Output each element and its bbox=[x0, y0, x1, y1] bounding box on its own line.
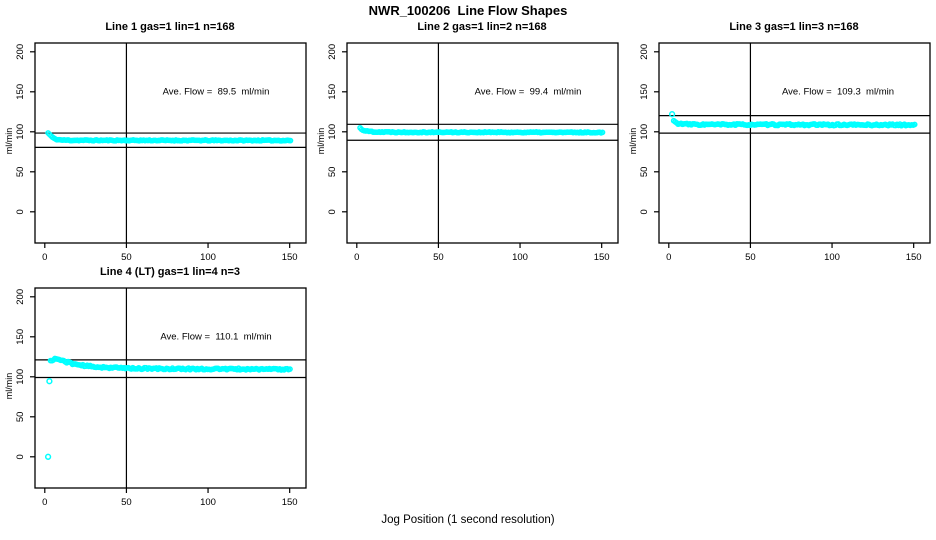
x-tick-label: 150 bbox=[282, 497, 298, 508]
y-tick-label: 100 bbox=[639, 124, 650, 140]
y-axis-label-1: ml/min bbox=[4, 127, 14, 155]
panel-title-line1: Line 1 gas=1 lin=1 n=168 bbox=[105, 21, 235, 33]
panel-line-1: 0 50 100 150 0 50 100 150 200 bbox=[15, 42, 307, 263]
x-tick-label: 50 bbox=[121, 497, 132, 508]
x-tick-label: 50 bbox=[745, 252, 756, 263]
y-tick-label: 150 bbox=[327, 84, 338, 100]
x-tick-label: 0 bbox=[666, 252, 671, 263]
plot-box bbox=[34, 42, 307, 244]
plot-box bbox=[658, 42, 931, 244]
x-tick-label: 100 bbox=[824, 252, 840, 263]
panel-line-2: 0 50 100 150 0 50 100 150 200 bbox=[327, 42, 619, 263]
y-tick-label: 200 bbox=[15, 44, 26, 60]
x-tick-label: 0 bbox=[42, 252, 47, 263]
y-tick-label: 50 bbox=[639, 167, 650, 178]
y-axis-label-4: ml/min bbox=[4, 372, 14, 400]
y-tick-label: 0 bbox=[15, 454, 26, 459]
y-tick-label: 100 bbox=[327, 124, 338, 140]
panel-title-line3: Line 3 gas=1 lin=3 n=168 bbox=[729, 21, 859, 33]
ave-flow-annotation-2: Ave. Flow = 99.4 ml/min bbox=[474, 86, 582, 98]
panel-title-line4: Line 4 (LT) gas=1 lin=4 n=3 bbox=[99, 266, 241, 278]
x-tick-label: 100 bbox=[200, 497, 216, 508]
x-tick-label: 150 bbox=[282, 252, 298, 263]
y-tick-label: 0 bbox=[327, 209, 338, 214]
x-tick-label: 50 bbox=[121, 252, 132, 263]
main-title: NWR_100206 Line Flow Shapes bbox=[368, 3, 568, 18]
y-tick-label: 0 bbox=[15, 209, 26, 214]
x-tick-label: 100 bbox=[200, 252, 216, 263]
outlier-point bbox=[44, 453, 52, 460]
ave-flow-annotation-1: Ave. Flow = 89.5 ml/min bbox=[162, 86, 270, 98]
y-tick-label: 0 bbox=[639, 209, 650, 214]
outlier-point bbox=[668, 111, 676, 118]
y-tick-label: 200 bbox=[639, 44, 650, 60]
data-points bbox=[668, 111, 918, 129]
data-points bbox=[357, 124, 606, 136]
ave-flow-annotation-4: Ave. Flow = 110.1 ml/min bbox=[160, 331, 272, 343]
x-tick-label: 50 bbox=[433, 252, 444, 263]
y-tick-label: 100 bbox=[15, 369, 26, 385]
x-axis-label: Jog Position (1 second resolution) bbox=[381, 514, 555, 526]
plot-box bbox=[34, 287, 307, 489]
y-axis-label-2: ml/min bbox=[316, 127, 326, 155]
y-tick-label: 200 bbox=[327, 44, 338, 60]
x-tick-label: 150 bbox=[906, 252, 922, 263]
panel-line-3: 0 50 100 150 0 50 100 150 200 bbox=[639, 42, 931, 263]
x-tick-label: 0 bbox=[354, 252, 359, 263]
y-tick-label: 150 bbox=[15, 84, 26, 100]
y-tick-label: 50 bbox=[327, 167, 338, 178]
y-tick-label: 50 bbox=[15, 167, 26, 178]
y-tick-label: 150 bbox=[15, 329, 26, 345]
plot-box bbox=[346, 42, 619, 244]
y-axis-label-3: ml/min bbox=[628, 127, 638, 155]
x-tick-label: 0 bbox=[42, 497, 47, 508]
panel-title-line2: Line 2 gas=1 lin=2 n=168 bbox=[417, 21, 547, 33]
ave-flow-annotation-3: Ave. Flow = 109.3 ml/min bbox=[781, 86, 895, 98]
y-tick-label: 50 bbox=[15, 412, 26, 423]
y-tick-label: 200 bbox=[15, 289, 26, 305]
data-points bbox=[45, 130, 294, 144]
x-tick-label: 150 bbox=[594, 252, 610, 263]
data-points bbox=[44, 355, 293, 460]
x-tick-label: 100 bbox=[512, 252, 528, 263]
y-tick-label: 100 bbox=[15, 124, 26, 140]
y-tick-label: 150 bbox=[639, 84, 650, 100]
outlier-point bbox=[46, 378, 53, 385]
panel-line-4: 0 50 100 150 0 50 100 150 200 bbox=[15, 287, 307, 508]
